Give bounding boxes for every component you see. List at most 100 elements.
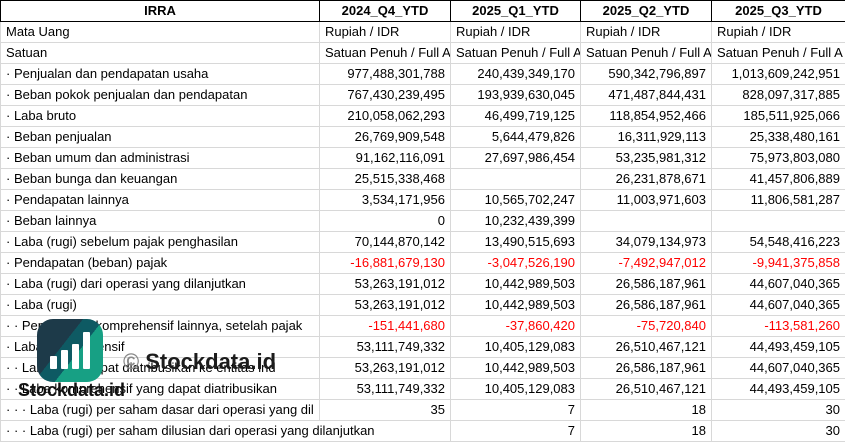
value-cell[interactable]: 5,644,479,826: [451, 127, 581, 148]
row-label-cell[interactable]: · Beban penjualan: [1, 127, 320, 148]
value-cell[interactable]: 828,097,317,885: [712, 85, 845, 106]
value-cell[interactable]: -113,581,260: [712, 316, 845, 337]
value-cell[interactable]: 44,493,459,105: [712, 337, 845, 358]
value-cell[interactable]: Satuan Penuh / Full A: [581, 43, 712, 64]
value-cell[interactable]: 10,442,989,503: [451, 358, 581, 379]
row-label-cell[interactable]: Satuan: [1, 43, 320, 64]
value-cell[interactable]: -3,047,526,190: [451, 253, 581, 274]
value-cell[interactable]: 53,235,981,312: [581, 148, 712, 169]
value-cell[interactable]: Rupiah / IDR: [320, 22, 451, 43]
value-cell[interactable]: 18: [581, 421, 712, 442]
value-cell[interactable]: 10,442,989,503: [451, 295, 581, 316]
row-label-cell[interactable]: Mata Uang: [1, 22, 320, 43]
value-cell[interactable]: Satuan Penuh / Full A: [320, 43, 451, 64]
value-cell[interactable]: 30: [712, 421, 845, 442]
row-label-cell[interactable]: · Pendapatan (beban) pajak: [1, 253, 320, 274]
value-cell[interactable]: 26,586,187,961: [581, 358, 712, 379]
value-cell[interactable]: 471,487,844,431: [581, 85, 712, 106]
value-cell[interactable]: 590,342,796,897: [581, 64, 712, 85]
value-cell[interactable]: 210,058,062,293: [320, 106, 451, 127]
value-cell[interactable]: 27,697,986,454: [451, 148, 581, 169]
value-cell[interactable]: 7: [451, 421, 581, 442]
value-cell[interactable]: 0: [320, 211, 451, 232]
value-cell[interactable]: [581, 211, 712, 232]
value-cell[interactable]: 118,854,952,466: [581, 106, 712, 127]
value-cell[interactable]: 26,769,909,548: [320, 127, 451, 148]
row-label-cell[interactable]: · Laba (rugi): [1, 295, 320, 316]
value-cell[interactable]: -16,881,679,130: [320, 253, 451, 274]
value-cell[interactable]: 75,973,803,080: [712, 148, 845, 169]
column-header-irra[interactable]: IRRA: [1, 1, 320, 22]
row-label-cell[interactable]: · · · Laba (rugi) per saham dasar dari o…: [1, 400, 320, 421]
value-cell[interactable]: -7,492,947,012: [581, 253, 712, 274]
value-cell[interactable]: 11,003,971,603: [581, 190, 712, 211]
value-cell[interactable]: 13,490,515,693: [451, 232, 581, 253]
value-cell[interactable]: 10,232,439,399: [451, 211, 581, 232]
value-cell[interactable]: 26,510,467,121: [581, 379, 712, 400]
row-label-cell[interactable]: · Beban pokok penjualan dan pendapatan: [1, 85, 320, 106]
value-cell[interactable]: 53,263,191,012: [320, 358, 451, 379]
value-cell[interactable]: 35: [320, 400, 451, 421]
value-cell[interactable]: 18: [581, 400, 712, 421]
value-cell[interactable]: 30: [712, 400, 845, 421]
value-cell[interactable]: -9,941,375,858: [712, 253, 845, 274]
row-label-cell[interactable]: · Beban lainnya: [1, 211, 320, 232]
value-cell[interactable]: 767,430,239,495: [320, 85, 451, 106]
value-cell[interactable]: 10,442,989,503: [451, 274, 581, 295]
value-cell[interactable]: Rupiah / IDR: [451, 22, 581, 43]
row-label-cell[interactable]: · Laba (rugi) sebelum pajak penghasilan: [1, 232, 320, 253]
value-cell[interactable]: 44,607,040,365: [712, 358, 845, 379]
value-cell[interactable]: 10,565,702,247: [451, 190, 581, 211]
value-cell[interactable]: 26,231,878,671: [581, 169, 712, 190]
value-cell[interactable]: 26,586,187,961: [581, 274, 712, 295]
value-cell[interactable]: 53,263,191,012: [320, 274, 451, 295]
value-cell[interactable]: -151,441,680: [320, 316, 451, 337]
value-cell[interactable]: 70,144,870,142: [320, 232, 451, 253]
value-cell[interactable]: 16,311,929,113: [581, 127, 712, 148]
row-label-cell[interactable]: · Laba (rugi) dari operasi yang dilanjut…: [1, 274, 320, 295]
value-cell[interactable]: 26,510,467,121: [581, 337, 712, 358]
value-cell[interactable]: 46,499,719,125: [451, 106, 581, 127]
value-cell[interactable]: [712, 211, 845, 232]
row-label-cell[interactable]: · · · Laba (rugi) per saham dilusian dar…: [1, 421, 451, 442]
value-cell[interactable]: 44,493,459,105: [712, 379, 845, 400]
value-cell[interactable]: 193,939,630,045: [451, 85, 581, 106]
column-header-2025_q1_ytd[interactable]: 2025_Q1_YTD: [451, 1, 581, 22]
value-cell[interactable]: 54,548,416,223: [712, 232, 845, 253]
value-cell[interactable]: 34,079,134,973: [581, 232, 712, 253]
value-cell[interactable]: 53,263,191,012: [320, 295, 451, 316]
value-cell[interactable]: 240,439,349,170: [451, 64, 581, 85]
column-header-2025_q3_ytd[interactable]: 2025_Q3_YTD: [712, 1, 845, 22]
column-header-2024_q4_ytd[interactable]: 2024_Q4_YTD: [320, 1, 451, 22]
value-cell[interactable]: 41,457,806,889: [712, 169, 845, 190]
value-cell[interactable]: 3,534,171,956: [320, 190, 451, 211]
value-cell[interactable]: Rupiah / IDR: [712, 22, 845, 43]
value-cell[interactable]: -75,720,840: [581, 316, 712, 337]
value-cell[interactable]: 53,111,749,332: [320, 337, 451, 358]
row-label-cell[interactable]: · Beban bunga dan keuangan: [1, 169, 320, 190]
value-cell[interactable]: 44,607,040,365: [712, 295, 845, 316]
value-cell[interactable]: 26,586,187,961: [581, 295, 712, 316]
row-label-cell[interactable]: · Beban umum dan administrasi: [1, 148, 320, 169]
value-cell[interactable]: 977,488,301,788: [320, 64, 451, 85]
value-cell[interactable]: 44,607,040,365: [712, 274, 845, 295]
value-cell[interactable]: 53,111,749,332: [320, 379, 451, 400]
value-cell[interactable]: 10,405,129,083: [451, 337, 581, 358]
value-cell[interactable]: 10,405,129,083: [451, 379, 581, 400]
value-cell[interactable]: 1,013,609,242,951: [712, 64, 845, 85]
value-cell[interactable]: 91,162,116,091: [320, 148, 451, 169]
value-cell[interactable]: -37,860,420: [451, 316, 581, 337]
value-cell[interactable]: 7: [451, 400, 581, 421]
value-cell[interactable]: 25,338,480,161: [712, 127, 845, 148]
value-cell[interactable]: Rupiah / IDR: [581, 22, 712, 43]
value-cell[interactable]: Satuan Penuh / Full A: [712, 43, 845, 64]
column-header-2025_q2_ytd[interactable]: 2025_Q2_YTD: [581, 1, 712, 22]
value-cell[interactable]: Satuan Penuh / Full A: [451, 43, 581, 64]
value-cell[interactable]: 185,511,925,066: [712, 106, 845, 127]
row-label-cell[interactable]: · Laba bruto: [1, 106, 320, 127]
row-label-cell[interactable]: · Pendapatan lainnya: [1, 190, 320, 211]
value-cell[interactable]: [451, 169, 581, 190]
value-cell[interactable]: 25,515,338,468: [320, 169, 451, 190]
value-cell[interactable]: 11,806,581,287: [712, 190, 845, 211]
row-label-cell[interactable]: · Penjualan dan pendapatan usaha: [1, 64, 320, 85]
